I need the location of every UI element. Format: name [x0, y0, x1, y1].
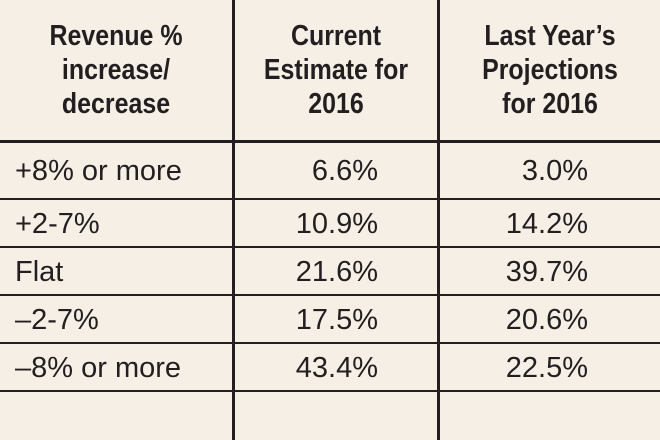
- last-year-projection-value: 14.2%: [505, 207, 588, 240]
- last-year-projection-value: 39.7%: [505, 255, 588, 288]
- column-divider: [437, 0, 440, 440]
- row-label: +2-7%: [15, 207, 100, 240]
- row-label: –8% or more: [15, 351, 182, 384]
- row-label: Flat: [15, 255, 64, 288]
- row-divider: [0, 246, 660, 248]
- row-label: –2-7%: [15, 303, 99, 336]
- last-year-projection-value: 20.6%: [505, 303, 588, 336]
- current-estimate-value: 43.4%: [295, 351, 378, 384]
- current-estimate-value: 6.6%: [311, 154, 378, 187]
- current-estimate-value: 17.5%: [295, 303, 378, 336]
- header-rule: [0, 140, 660, 143]
- row-divider: [0, 342, 660, 344]
- row-divider: [0, 390, 660, 392]
- header-revenue-change: Revenue % increase/ decrease: [49, 20, 183, 120]
- current-estimate-value: 21.6%: [295, 255, 378, 288]
- row-divider: [0, 294, 660, 296]
- row-label: +8% or more: [15, 154, 182, 187]
- row-divider: [0, 198, 660, 200]
- header-current-estimate: Current Estimate for 2016: [263, 20, 409, 120]
- last-year-projection-value: 22.5%: [505, 351, 588, 384]
- last-year-projection-value: 3.0%: [521, 154, 588, 187]
- current-estimate-value: 10.9%: [295, 207, 378, 240]
- column-divider: [232, 0, 235, 440]
- header-last-year-projections: Last Year’s Projections for 2016: [482, 20, 618, 120]
